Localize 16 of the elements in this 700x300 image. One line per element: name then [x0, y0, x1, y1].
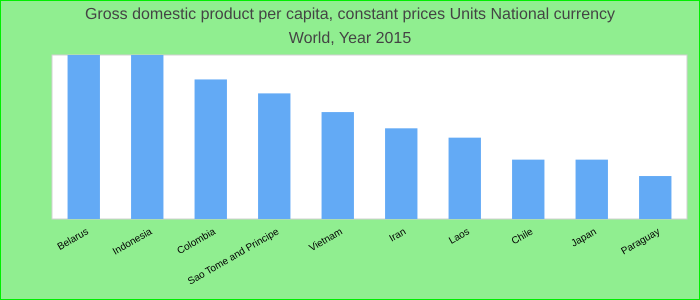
chart-subtitle: World, Year 2015 — [288, 30, 412, 47]
bar — [512, 160, 544, 219]
x-tick-label: Iran — [388, 226, 408, 244]
bar — [576, 160, 608, 219]
bar — [322, 112, 354, 219]
bar — [448, 138, 481, 219]
bar — [68, 55, 100, 219]
bar — [258, 93, 290, 219]
x-tick-label: Laos — [447, 226, 472, 247]
bar — [385, 128, 418, 219]
bar — [639, 176, 672, 219]
bar — [194, 79, 227, 219]
x-tick-label: Chile — [510, 226, 536, 248]
x-tick-label: Japan — [569, 226, 599, 250]
chart-title: Gross domestic product per capita, constant prices Units National currency — [84, 6, 616, 23]
bar — [131, 55, 164, 219]
